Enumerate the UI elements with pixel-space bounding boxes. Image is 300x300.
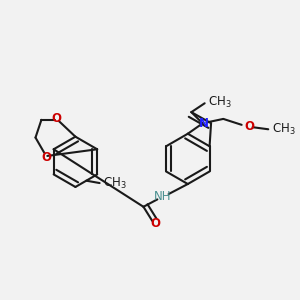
- Text: O: O: [244, 120, 254, 133]
- Text: O: O: [51, 112, 61, 125]
- Text: N: N: [199, 117, 208, 130]
- Text: CH$_3$: CH$_3$: [103, 176, 127, 190]
- Text: O: O: [42, 151, 52, 164]
- Text: NH: NH: [154, 190, 171, 203]
- Text: CH$_3$: CH$_3$: [272, 122, 296, 137]
- Text: O: O: [150, 218, 160, 230]
- Text: CH$_3$: CH$_3$: [208, 95, 232, 110]
